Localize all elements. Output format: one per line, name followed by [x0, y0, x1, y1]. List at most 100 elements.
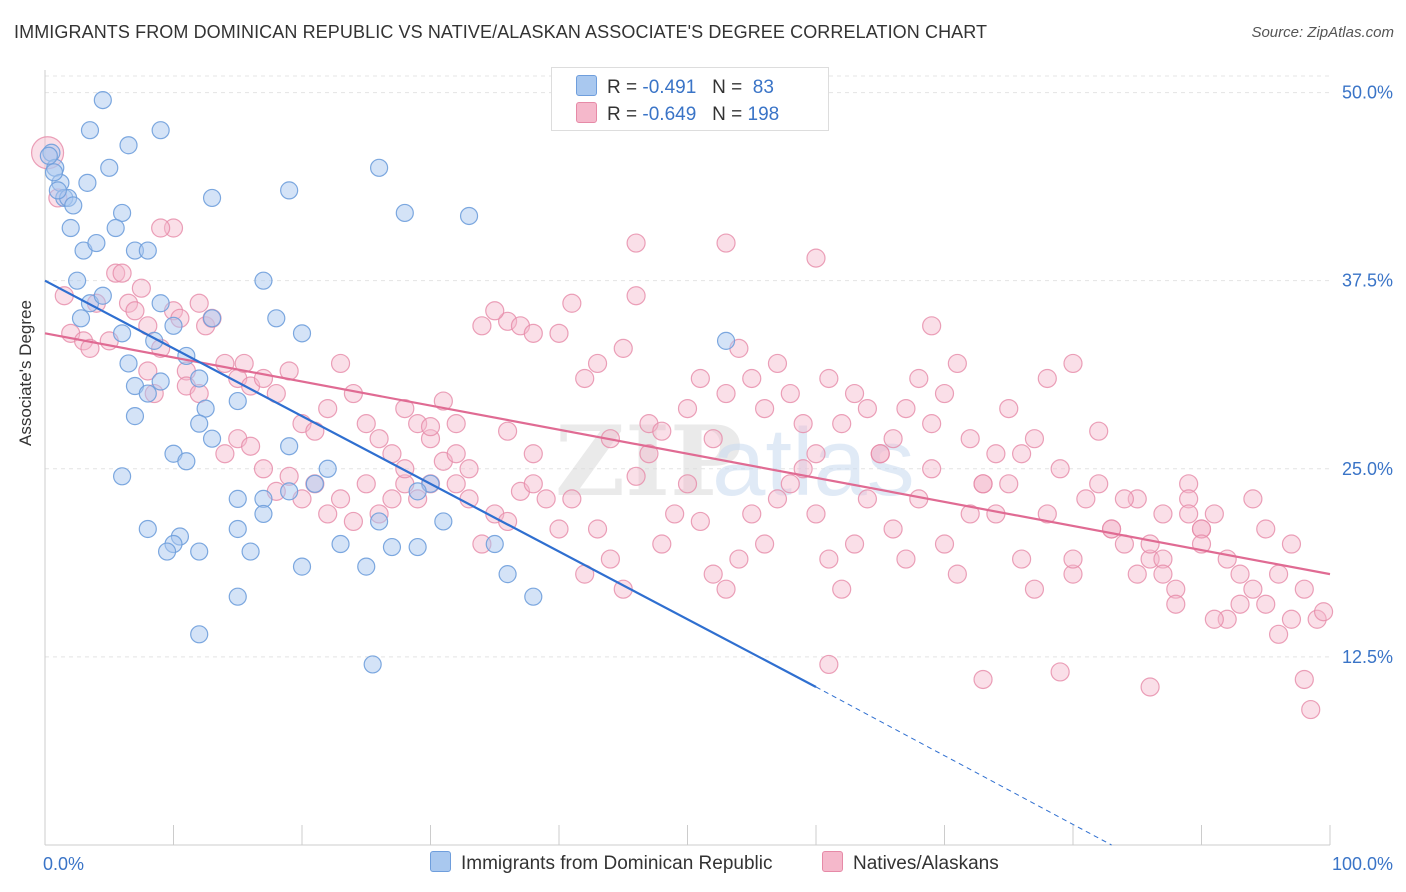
pink-point	[1268, 624, 1289, 644]
blue-point	[241, 542, 260, 561]
pink-point	[677, 398, 698, 419]
pink-point	[1127, 564, 1147, 584]
pink-point	[844, 534, 865, 554]
blue-point	[267, 309, 286, 328]
legend-row-dominican: R = -0.491 N = 83	[576, 75, 774, 99]
pink-point	[742, 504, 762, 524]
pink-point	[922, 459, 942, 479]
pink-point	[1089, 474, 1109, 494]
blue-point	[254, 271, 273, 290]
pink-point	[754, 398, 775, 419]
blue-point	[48, 181, 67, 200]
natives-alaskans-points	[30, 136, 1334, 720]
blue-point	[177, 452, 196, 471]
pink-point	[549, 519, 569, 539]
pink-point	[1230, 594, 1250, 614]
blue-point	[434, 512, 453, 531]
blue-point	[363, 655, 382, 674]
pink-point	[806, 444, 826, 464]
blue-point	[318, 459, 337, 478]
pink-point	[420, 417, 441, 437]
blue-point	[106, 218, 125, 238]
pink-point	[1166, 594, 1186, 614]
blue-trend-extension	[815, 686, 1112, 846]
pink-point	[870, 444, 890, 464]
pink-point	[1230, 564, 1250, 584]
pink-point	[305, 421, 325, 441]
blue-point	[498, 565, 517, 584]
pink-point	[562, 489, 582, 509]
blue-point	[68, 271, 87, 290]
pink-point	[819, 654, 839, 675]
blue-point	[459, 206, 479, 226]
pink-point	[1179, 489, 1199, 509]
pink-point	[587, 519, 608, 539]
blue-point	[80, 121, 100, 140]
pink-point	[575, 368, 595, 389]
pink-point	[1063, 549, 1083, 569]
pink-trend-line	[44, 332, 1331, 576]
blue-point	[190, 542, 209, 561]
pink-point	[1204, 504, 1224, 524]
pink-point	[118, 293, 139, 313]
pink-point	[395, 459, 415, 479]
pink-point	[780, 383, 800, 404]
pink-point	[446, 474, 466, 494]
blue-point	[119, 354, 138, 373]
blue-point	[524, 587, 543, 606]
pink-point	[934, 534, 955, 554]
pink-point	[1256, 594, 1276, 614]
pink-point	[343, 383, 363, 404]
pink-point	[318, 504, 338, 524]
pink-point	[433, 391, 453, 411]
legend-swatch-blue	[576, 75, 597, 96]
legend-n-label: N =	[712, 77, 743, 98]
legend-n-value: 83	[752, 77, 774, 98]
pink-point	[241, 436, 261, 456]
pink-point	[1037, 504, 1057, 524]
legend-r-label: R =	[607, 77, 638, 98]
pink-point	[1153, 549, 1173, 569]
pink-point	[215, 444, 235, 464]
pink-point	[947, 353, 967, 374]
pink-point	[922, 414, 942, 434]
pink-point	[253, 459, 274, 479]
pink-point	[1179, 504, 1199, 524]
blue-point	[202, 429, 222, 448]
pink-point	[523, 474, 543, 494]
pink-point	[1301, 699, 1321, 720]
blue-point	[228, 519, 247, 539]
y-axis-label: Associate's Degree	[16, 300, 35, 446]
bottom-legend-natives: Natives/Alaskans	[822, 851, 999, 875]
pink-point	[973, 474, 993, 494]
blue-point	[292, 557, 312, 576]
blue-point	[100, 158, 119, 177]
pink-point	[754, 534, 775, 554]
pink-point	[1024, 429, 1045, 449]
pink-point	[138, 361, 158, 381]
pink-point	[600, 549, 621, 569]
pink-point	[909, 368, 929, 389]
blue-point	[485, 534, 504, 554]
blue-point	[164, 316, 183, 335]
blue-point	[190, 414, 209, 433]
blue-point	[61, 218, 80, 238]
pink-point	[677, 474, 698, 494]
y-tick-label: 50.0%	[1342, 83, 1393, 103]
legend-r-value: -0.491	[642, 77, 697, 98]
pink-point	[54, 286, 74, 306]
blue-point	[112, 324, 132, 343]
pink-point	[1294, 669, 1314, 690]
pink-point	[793, 414, 813, 434]
pink-point	[1114, 489, 1135, 509]
pink-point	[330, 489, 351, 509]
blue-point	[228, 587, 247, 606]
pink-point	[780, 474, 800, 494]
pink-point	[767, 489, 788, 509]
pink-point	[189, 293, 209, 313]
pink-point	[1063, 564, 1083, 584]
blue-point	[408, 482, 427, 501]
blue-point	[125, 407, 145, 426]
blue-point	[280, 437, 299, 456]
pink-point	[832, 414, 852, 434]
